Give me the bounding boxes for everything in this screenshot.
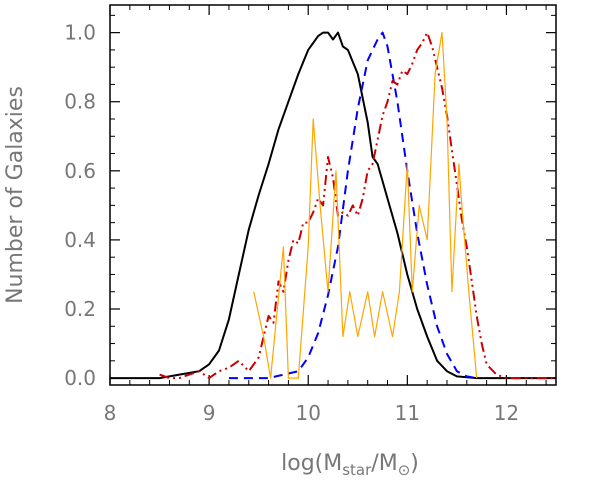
x-axis-title-part-close: ) [410, 451, 419, 476]
series-line-1 [110, 31, 556, 380]
x-axis-title-subscript: star [342, 461, 372, 479]
y-axis-title: Number of Galaxies [3, 86, 28, 304]
series-line-4 [253, 31, 478, 379]
x-axis-title-part-log: log(M [281, 451, 342, 476]
y-tick-label: 0.4 [64, 228, 96, 252]
y-tick-label: 0.0 [64, 366, 96, 390]
x-tick-label: 9 [203, 401, 216, 425]
x-tick-label: 12 [494, 401, 519, 425]
x-axis-title-sun-subscript: ⊙ [398, 461, 411, 479]
x-axis-title: log(Mstar/M⊙) [281, 451, 419, 479]
x-tick-label: 11 [395, 401, 420, 425]
ticks-layer: 8 9 10 11 12 0.0 0.2 0.4 0.6 0.8 1.0 [64, 5, 556, 425]
x-tick-label: 10 [295, 401, 320, 425]
y-tick-label: 1.0 [64, 21, 96, 45]
y-tick-label: 0.6 [64, 159, 96, 183]
series-line-2 [228, 31, 477, 380]
y-tick-label: 0.8 [64, 90, 96, 114]
x-axis-title-part-over: /M [371, 451, 397, 476]
series-line-3 [159, 31, 556, 380]
y-tick-label: 0.2 [64, 297, 96, 321]
plot-frame [109, 4, 557, 386]
series-layer [110, 31, 556, 380]
x-tick-label: 8 [104, 401, 117, 425]
